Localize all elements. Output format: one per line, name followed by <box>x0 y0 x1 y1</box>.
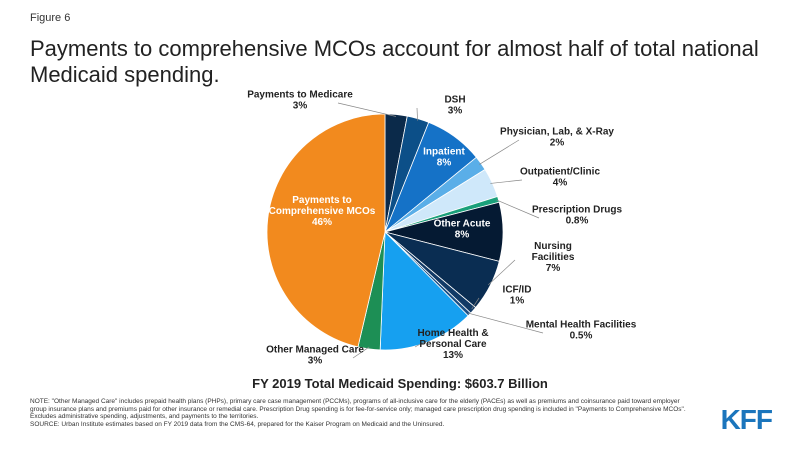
source-text: SOURCE: Urban Institute estimates based … <box>30 420 445 428</box>
label-value: 0.5% <box>570 331 593 342</box>
label-value: 7% <box>546 263 561 274</box>
figure-label: Figure 6 <box>30 12 71 24</box>
label-value: 2% <box>550 138 565 149</box>
label-value: 3% <box>448 106 463 117</box>
label-name: Personal Care <box>419 339 487 350</box>
notes-block: NOTE: "Other Managed Care" includes prep… <box>30 398 690 428</box>
label-name: Physician, Lab, & X-Ray <box>500 127 614 138</box>
label-prescription-drugs: Prescription Drugs 0.8% <box>532 205 622 227</box>
label-value: 1% <box>510 296 525 307</box>
label-value: 3% <box>308 356 323 367</box>
note-text: NOTE: "Other Managed Care" includes prep… <box>30 398 686 421</box>
leader-outpatient-clinic <box>490 179 523 184</box>
label-value: 46% <box>312 217 332 228</box>
label-name: Outpatient/Clinic <box>520 167 600 178</box>
label-name: Nursing <box>534 241 572 252</box>
leader-physician-lab-x-ray <box>479 139 520 165</box>
label-physician-lab-x-ray: Physician, Lab, & X-Ray 2% <box>500 127 614 149</box>
leader-mental-health-facilities <box>467 312 544 334</box>
label-icf-id: ICF/ID 1% <box>503 285 532 307</box>
label-name: Comprehensive MCOs <box>269 206 376 217</box>
label-nursing-facilities: Nursing Facilities 7% <box>532 241 575 274</box>
label-name: Payments to Medicare <box>247 90 353 101</box>
label-value: 13% <box>443 350 463 361</box>
leader-home-health-personal-care <box>414 339 428 348</box>
label-value: 8% <box>455 230 470 241</box>
label-value: 0.8% <box>566 216 589 227</box>
label-inpatient: Inpatient 8% <box>423 147 465 169</box>
leader-other-managed-care <box>352 346 370 359</box>
slice-labels: Payments to Medicare 3%DSH 3%Inpatient 8%Ph… <box>247 90 637 367</box>
label-outpatient-clinic: Outpatient/Clinic 4% <box>520 167 600 189</box>
label-other-acute: Other Acute 8% <box>434 219 491 241</box>
chart-title: Payments to comprehensive MCOs account f… <box>30 36 759 87</box>
label-name: Other Managed Care <box>266 345 364 356</box>
label-name: Inpatient <box>423 147 465 158</box>
slice-payments-to-comprehensive-mcos <box>266 113 386 348</box>
slice-home-health-personal-care <box>379 231 469 351</box>
label-value: 3% <box>293 101 308 112</box>
label-value: 4% <box>553 178 568 189</box>
label-payments-to-medicare: Payments to Medicare 3% <box>247 90 353 112</box>
label-name: Payments to <box>292 195 351 206</box>
label-name: ICF/ID <box>503 285 532 296</box>
leader-lines <box>337 102 544 359</box>
total-spending-label: FY 2019 Total Medicaid Spending: $603.7 … <box>252 376 548 391</box>
label-name: Prescription Drugs <box>532 205 622 216</box>
leader-payments-to-medicare <box>337 102 397 117</box>
pie-slices <box>266 113 504 351</box>
label-payments-to-comprehensive-mcos: Payments to Comprehensive MCOs 46% <box>269 195 376 228</box>
label-name: Other Acute <box>434 219 491 230</box>
label-other-managed-care: Other Managed Care 3% <box>266 345 364 367</box>
leader-icf-id <box>471 297 480 310</box>
leader-prescription-drugs <box>496 199 540 219</box>
label-name: Mental Health Facilities <box>526 320 637 331</box>
leader-dsh <box>416 107 418 121</box>
label-name: Facilities <box>532 252 575 263</box>
label-mental-health-facilities: Mental Health Facilities 0.5% <box>526 320 637 342</box>
label-dsh: DSH 3% <box>444 95 465 117</box>
label-value: 8% <box>437 158 452 169</box>
kff-logo: KFF <box>720 404 773 435</box>
leader-nursing-facilities <box>488 259 516 286</box>
label-name: DSH <box>444 95 465 106</box>
label-name: Home Health & <box>417 328 488 339</box>
label-home-health-personal-care: Home Health & Personal Care 13% <box>417 328 488 361</box>
